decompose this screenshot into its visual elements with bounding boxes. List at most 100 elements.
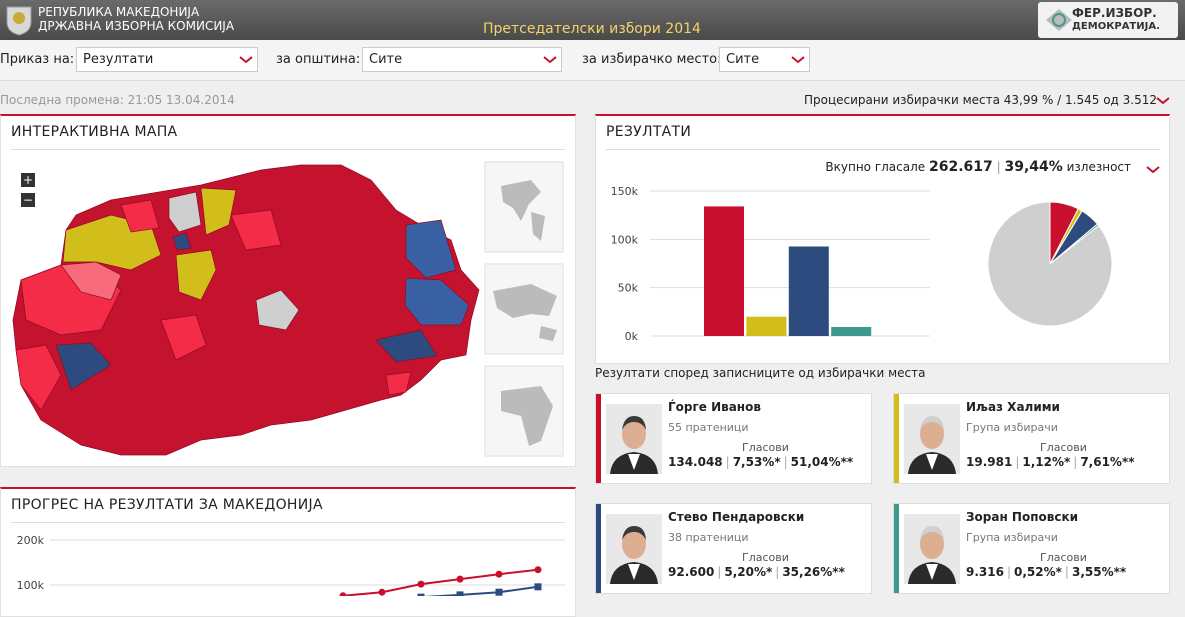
map-region[interactable] xyxy=(60,261,122,301)
votes-label: Гласови xyxy=(1040,441,1087,454)
brand-line2: ДЕМОКРАТИЈА. xyxy=(1072,21,1160,32)
brand: ФЕР.ИЗБОР. ДЕМОКРАТИЈА. xyxy=(1038,2,1178,38)
votes: 19.981 xyxy=(966,455,1013,469)
candidate-numbers: 134.048 | 7,53%* | 51,04%** xyxy=(668,455,853,469)
candidate-photo xyxy=(606,514,662,584)
processed-stations: Процесирани избирачки места 43,99 % / 1.… xyxy=(803,93,1157,107)
map-region[interactable] xyxy=(230,209,282,251)
divider xyxy=(11,522,565,523)
candidate-name: Иљаз Халими xyxy=(966,400,1060,414)
map-region[interactable] xyxy=(15,344,62,411)
chevron xyxy=(239,56,253,64)
photo-shirt xyxy=(628,564,640,580)
candidate-card[interactable]: Ѓорге Иванов 55 пратеници Гласови 134.048 | 7… xyxy=(595,393,872,484)
map-region[interactable] xyxy=(120,199,160,233)
zoom-out[interactable]: − xyxy=(21,193,35,207)
panel-title: РЕЗУЛТАТИ xyxy=(606,124,692,140)
divider xyxy=(11,149,565,150)
separator: | xyxy=(996,160,1001,174)
photo-face xyxy=(622,419,646,449)
header: РЕПУБЛИКА МАКЕДОНИЈА ДРЖАВНА ИЗБОРНА КОМ… xyxy=(0,0,1185,40)
photo-hair xyxy=(622,416,646,430)
filter-select[interactable]: Сите xyxy=(719,47,810,72)
filter-value: Сите xyxy=(726,52,760,67)
candidate-photo xyxy=(904,514,960,584)
candidate-color-bar xyxy=(596,394,601,483)
filter-value: Сите xyxy=(369,52,403,67)
map-region[interactable] xyxy=(55,342,112,391)
divider xyxy=(606,149,1160,150)
pct-voted: 35,26%** xyxy=(782,565,845,579)
photo-hair xyxy=(920,416,944,430)
separator: | xyxy=(717,565,722,579)
candidate-color-bar xyxy=(596,504,601,593)
photo-hair xyxy=(920,526,944,540)
votes: 92.600 xyxy=(668,565,715,579)
chevron xyxy=(791,56,805,64)
turnout: Вкупно гласале 262.617 | 39,44% излезнос… xyxy=(825,159,1131,175)
candidate-numbers: 92.600 | 5,20%* | 35,26%** xyxy=(668,565,845,579)
map-region[interactable] xyxy=(168,191,202,233)
map-region[interactable] xyxy=(385,371,412,396)
separator: | xyxy=(783,455,788,469)
chevron xyxy=(543,56,557,64)
map xyxy=(12,161,564,457)
filter-label: за општина: xyxy=(276,52,361,67)
separator: | xyxy=(775,565,780,579)
votes-label: Гласови xyxy=(1040,551,1087,564)
map-panel: ИНТЕРАКТИВНА МАПА + − xyxy=(0,114,576,467)
candidate-card[interactable]: Зоран Поповски Група избирачи Гласови 9.316… xyxy=(893,503,1170,594)
photo-face xyxy=(920,419,944,449)
filter-label: Приказ на: xyxy=(0,52,75,67)
separator: | xyxy=(725,455,730,469)
expand-chevron[interactable] xyxy=(1156,97,1170,105)
map-region[interactable] xyxy=(172,232,192,251)
map-insets xyxy=(484,161,564,457)
map-region[interactable] xyxy=(200,187,237,236)
map-region[interactable] xyxy=(405,219,457,279)
map-region[interactable] xyxy=(375,329,438,363)
map-region[interactable] xyxy=(175,249,217,301)
candidate-name: Ѓорге Иванов xyxy=(668,400,761,414)
candidate-photo xyxy=(904,404,960,474)
turnout-label: Вкупно гласале xyxy=(825,160,926,174)
zoom-in[interactable]: + xyxy=(21,173,35,187)
votes-label: Гласови xyxy=(742,441,789,454)
candidate-name: Стево Пендаровски xyxy=(668,510,805,524)
photo-face xyxy=(920,529,944,559)
dropdown-arrow xyxy=(239,56,253,64)
expand-chevron[interactable] xyxy=(1146,166,1160,174)
results-panel: РЕЗУЛТАТИ Вкупно гласале 262.617 | 39,44… xyxy=(595,114,1170,364)
pct-voted: 3,55%** xyxy=(1071,565,1127,579)
candidate-color-bar xyxy=(894,394,899,483)
filter-value: Резултати xyxy=(83,52,154,67)
map-region[interactable] xyxy=(404,277,470,326)
candidate-card[interactable]: Стево Пендаровски 38 пратеници Гласови 92.6… xyxy=(595,503,872,594)
brand-line1: ФЕР.ИЗБОР. xyxy=(1072,6,1157,20)
filter-select[interactable]: Сите xyxy=(362,47,562,72)
panel-title: ПРОГРЕС НА РЕЗУЛТАТИ ЗА МАКЕДОНИЈА xyxy=(11,497,323,513)
candidates-heading: Резултати според записниците од избирачк… xyxy=(595,366,926,380)
filter-bar: Приказ на: Резултати за општина: Сите за изб… xyxy=(0,40,1185,81)
turnout-suffix: излезност xyxy=(1066,160,1131,174)
coat-of-arms xyxy=(6,6,32,36)
dropdown-arrow xyxy=(791,56,805,64)
candidate-numbers: 19.981 | 1,12%* | 7,61%** xyxy=(966,455,1135,469)
last-change: Последна промена: 21:05 13.04.2014 xyxy=(0,93,235,107)
dropdown-arrow xyxy=(543,56,557,64)
pct-registered: 0,52%* xyxy=(1014,565,1062,579)
pct-voted: 7,61%** xyxy=(1080,455,1135,469)
org-line1: РЕПУБЛИКА МАКЕДОНИЈА xyxy=(38,5,200,19)
map-region[interactable] xyxy=(255,289,300,331)
candidate-party: 55 пратеници xyxy=(668,421,749,434)
filter-select[interactable]: Резултати xyxy=(76,47,258,72)
filter-label: за избирачко место: xyxy=(582,52,722,67)
map-region[interactable] xyxy=(160,314,207,361)
candidate-card[interactable]: Иљаз Халими Група избирачи Гласови 19.981 | 1… xyxy=(893,393,1170,484)
photo-shirt xyxy=(926,564,938,580)
candidate-numbers: 9.316 | 0,52%* | 3,55%** xyxy=(966,565,1126,579)
separator: | xyxy=(1064,565,1069,579)
brand-logo xyxy=(1046,9,1072,31)
photo-face xyxy=(622,529,646,559)
